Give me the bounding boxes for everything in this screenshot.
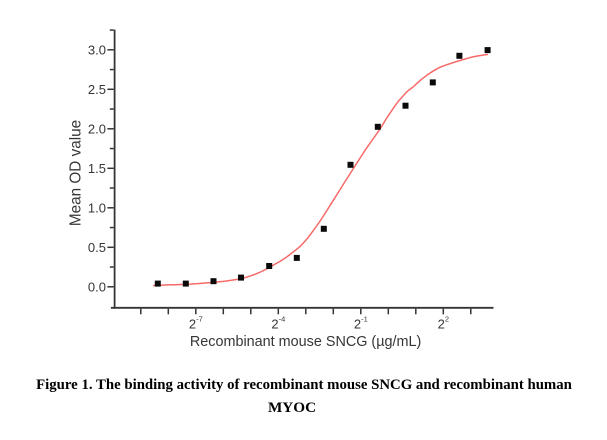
svg-text:1.5: 1.5	[88, 161, 106, 176]
svg-text:2.0: 2.0	[88, 121, 106, 136]
svg-text:22: 22	[438, 315, 449, 332]
svg-text:MYOC: MYOC	[268, 399, 316, 416]
svg-text:0.5: 0.5	[88, 240, 106, 255]
svg-text:3.0: 3.0	[88, 42, 106, 57]
svg-text:Figure 1. The binding activity: Figure 1. The binding activity of recomb…	[36, 377, 572, 393]
svg-text:1.0: 1.0	[88, 200, 106, 215]
svg-text:0.0: 0.0	[88, 279, 106, 294]
svg-text:2.5: 2.5	[88, 82, 106, 97]
svg-text:Mean OD value: Mean OD value	[68, 120, 85, 226]
svg-text:Recombinant mouse SNCG (µg/mL): Recombinant mouse SNCG (µg/mL)	[190, 334, 421, 350]
